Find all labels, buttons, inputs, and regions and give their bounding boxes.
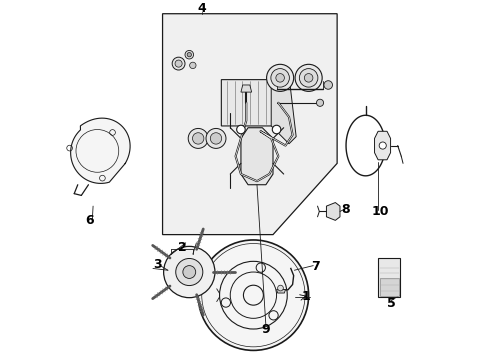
Circle shape <box>210 133 221 144</box>
Circle shape <box>205 129 225 148</box>
Text: 2: 2 <box>178 240 186 253</box>
Circle shape <box>172 57 184 70</box>
Polygon shape <box>221 80 281 126</box>
Circle shape <box>270 69 289 87</box>
Polygon shape <box>326 203 339 220</box>
Text: 5: 5 <box>386 297 395 310</box>
Circle shape <box>184 50 193 59</box>
Circle shape <box>378 142 386 149</box>
Circle shape <box>183 266 195 278</box>
Circle shape <box>275 73 284 82</box>
Circle shape <box>236 125 244 134</box>
Circle shape <box>277 285 283 291</box>
Circle shape <box>192 133 203 144</box>
Bar <box>377 258 399 297</box>
Text: 4: 4 <box>197 2 206 15</box>
Text: 7: 7 <box>311 260 320 273</box>
Polygon shape <box>374 131 390 160</box>
Circle shape <box>163 246 215 298</box>
Circle shape <box>189 62 196 69</box>
Circle shape <box>294 64 322 91</box>
Polygon shape <box>70 118 130 183</box>
Polygon shape <box>241 128 272 185</box>
Circle shape <box>299 69 317 87</box>
Text: 10: 10 <box>370 205 388 218</box>
Polygon shape <box>276 289 285 293</box>
Circle shape <box>272 125 280 134</box>
Circle shape <box>198 240 308 350</box>
Circle shape <box>175 60 182 67</box>
Circle shape <box>323 81 332 89</box>
Circle shape <box>316 99 323 106</box>
Circle shape <box>266 64 293 91</box>
Text: 8: 8 <box>341 203 349 216</box>
Polygon shape <box>162 14 336 235</box>
Circle shape <box>175 258 203 285</box>
Circle shape <box>187 53 191 57</box>
Text: 6: 6 <box>85 214 94 227</box>
Text: 1: 1 <box>301 291 309 303</box>
Circle shape <box>304 73 312 82</box>
Bar <box>379 278 398 296</box>
Polygon shape <box>271 76 296 144</box>
Polygon shape <box>241 85 251 92</box>
Circle shape <box>188 129 208 148</box>
Text: 9: 9 <box>261 323 270 336</box>
Text: 3: 3 <box>153 258 161 271</box>
